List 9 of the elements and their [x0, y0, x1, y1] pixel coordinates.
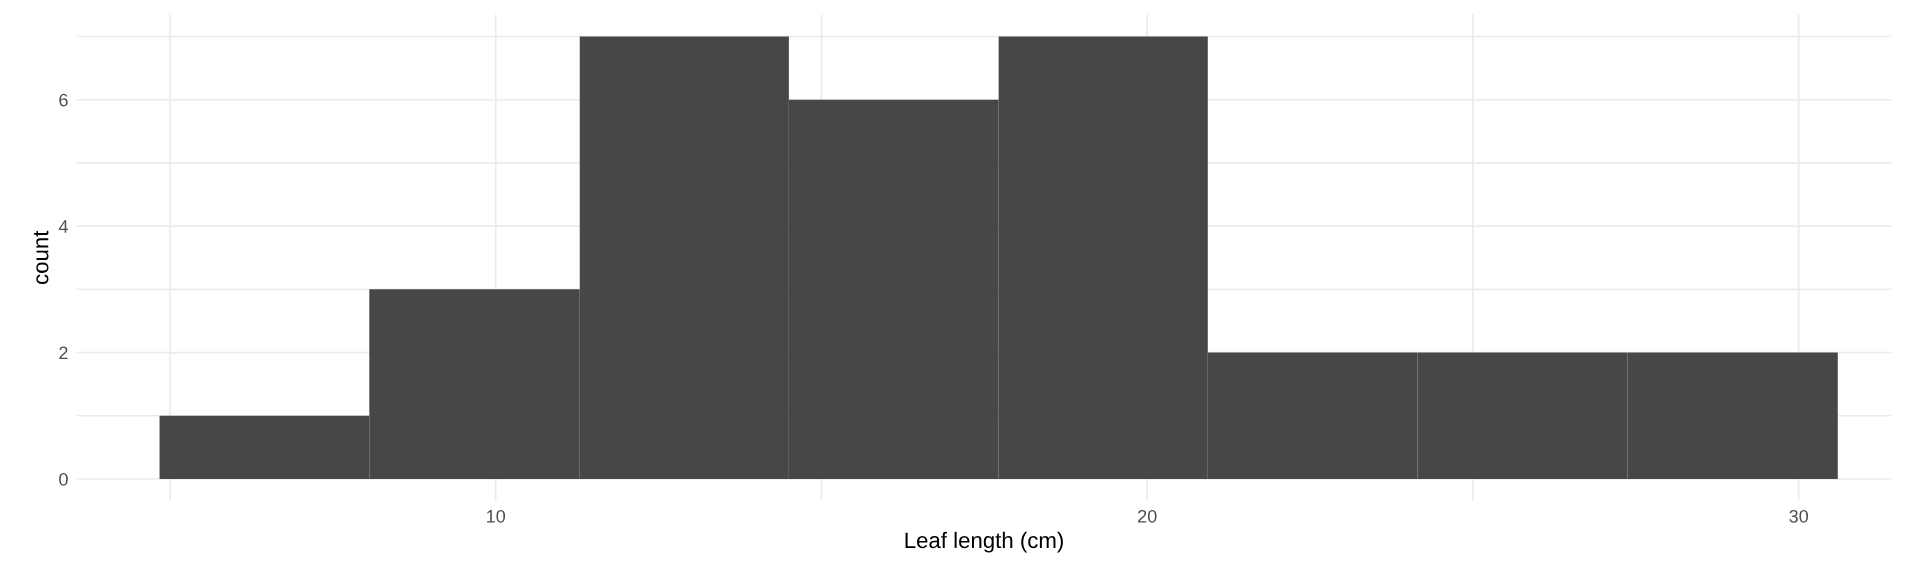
x-axis-title: Leaf length (cm): [905, 531, 1063, 553]
y-tick-label: 4: [58, 220, 68, 233]
x-tick-label: 10: [487, 509, 506, 523]
y-axis-title: count: [33, 230, 49, 284]
x-tick-label: 20: [1138, 509, 1157, 523]
y-tick-label: 0: [59, 472, 68, 486]
y-tick-label: 6: [59, 93, 68, 107]
x-tick-label: 30: [1789, 509, 1809, 523]
y-tick-label: 2: [59, 346, 68, 360]
